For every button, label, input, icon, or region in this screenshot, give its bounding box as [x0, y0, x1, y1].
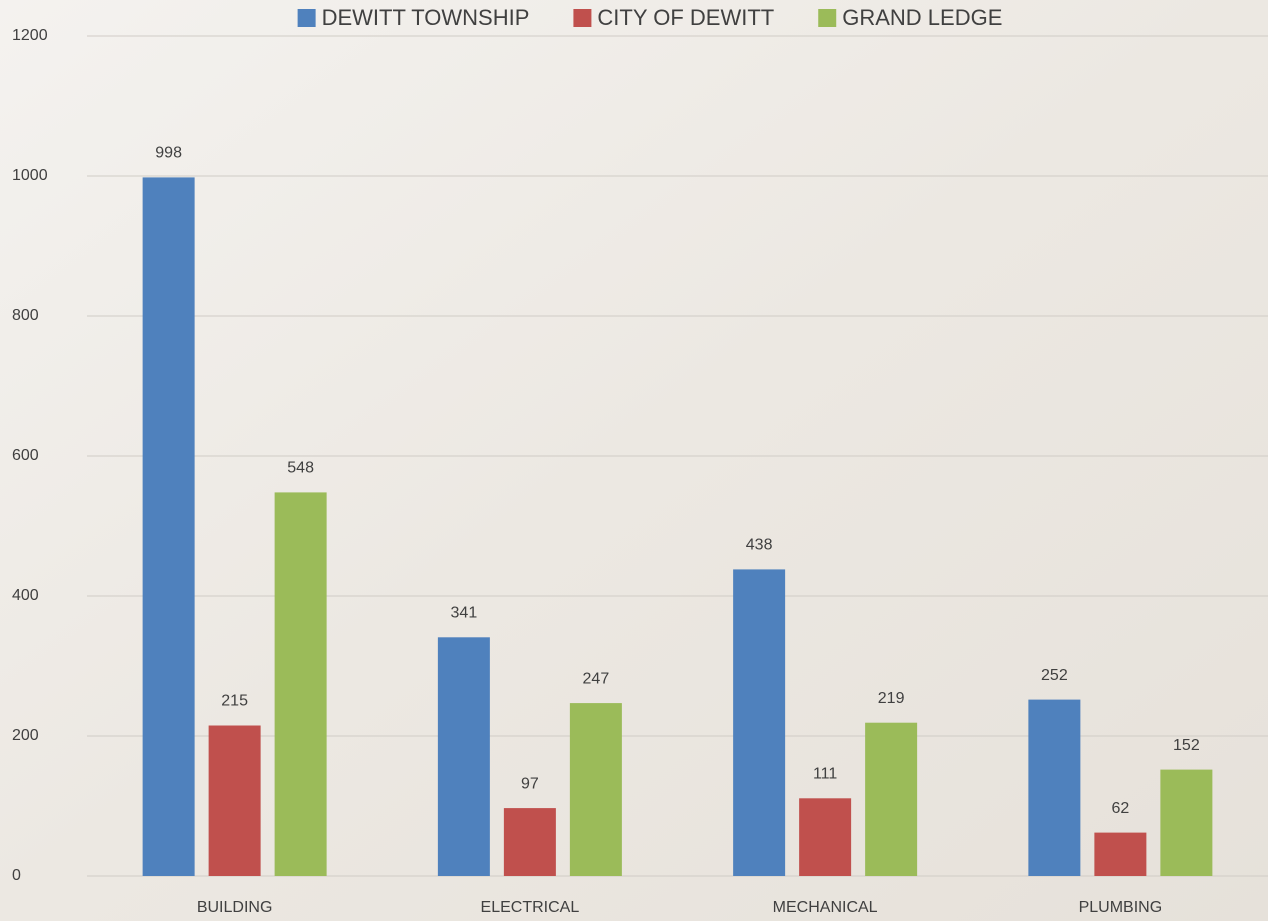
legend-label: GRAND LEDGE [842, 5, 1002, 30]
bar [1094, 833, 1146, 876]
y-tick-label: 1000 [12, 167, 48, 184]
data-label: 548 [287, 460, 314, 477]
x-tick-label: BUILDING [197, 899, 273, 916]
y-tick-label: 400 [12, 587, 39, 604]
x-tick-label: ELECTRICAL [481, 899, 580, 916]
data-label: 152 [1173, 737, 1200, 754]
y-tick-label: 800 [12, 307, 39, 324]
y-tick-label: 1200 [12, 27, 48, 44]
y-tick-label: 200 [12, 727, 39, 744]
bar [733, 569, 785, 876]
data-label: 111 [813, 766, 837, 783]
x-tick-label: MECHANICAL [773, 899, 878, 916]
legend-label: CITY OF DEWITT [597, 5, 774, 30]
data-label: 247 [583, 670, 610, 687]
data-label: 252 [1041, 667, 1068, 684]
bar [504, 808, 556, 876]
bar [438, 637, 490, 876]
x-tick-label: PLUMBING [1079, 899, 1163, 916]
data-label: 219 [878, 690, 905, 707]
bar [570, 703, 622, 876]
bar [209, 726, 261, 877]
data-label: 62 [1111, 800, 1129, 817]
bar [799, 798, 851, 876]
data-label: 215 [221, 693, 248, 710]
bar [143, 177, 195, 876]
data-label: 998 [155, 145, 182, 162]
bar [1160, 770, 1212, 876]
bar [1028, 700, 1080, 876]
data-label: 438 [746, 537, 773, 554]
data-label: 97 [521, 775, 539, 792]
legend-swatch [298, 9, 316, 27]
legend-swatch [818, 9, 836, 27]
legend-swatch [573, 9, 591, 27]
legend-label: DEWITT TOWNSHIP [322, 5, 530, 30]
bar [865, 723, 917, 876]
data-label: 341 [451, 605, 478, 622]
chart: 0 200 400 600 800 1000 1200 BUILDING 998 215 548 EL… [0, 0, 1268, 921]
y-tick-label: 600 [12, 447, 39, 464]
y-tick-label: 0 [12, 867, 21, 884]
bar [275, 492, 327, 876]
